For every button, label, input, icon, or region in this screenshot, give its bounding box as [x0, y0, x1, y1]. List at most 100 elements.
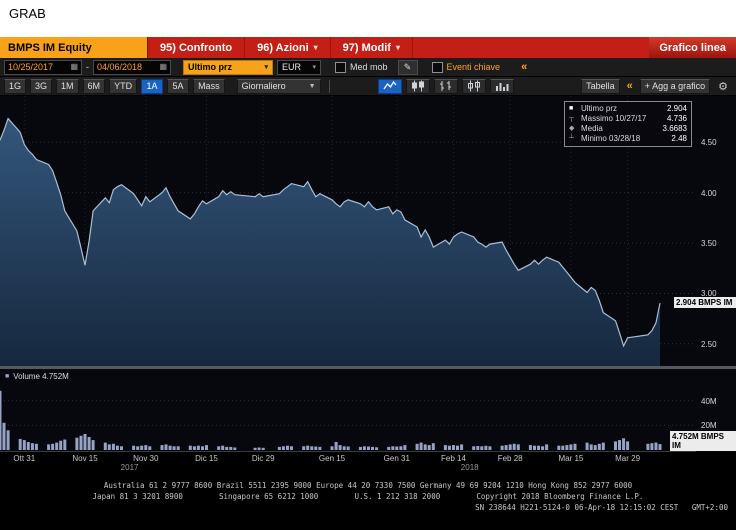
period-button-5a[interactable]: 5A — [167, 78, 190, 94]
hollow-candle-icon — [467, 80, 480, 92]
x-tick-label: Mar 29 — [615, 454, 641, 463]
x-tick-label: Dic 15 — [195, 454, 218, 463]
annotate-button[interactable]: ✎ — [397, 59, 418, 75]
period-button-3g[interactable]: 3G — [30, 78, 53, 94]
volume-chart-canvas[interactable] — [0, 369, 736, 452]
collapse-panel-button[interactable]: « — [521, 61, 528, 73]
volume-legend-label: Volume 4.752M — [13, 372, 69, 381]
menu-item-modif[interactable]: 97) Modif ▾ — [331, 37, 413, 58]
period-button-1m[interactable]: 1M — [56, 78, 79, 94]
period-button-ytd[interactable]: YTD — [109, 78, 138, 94]
add-to-chart-label: Agg a grafico — [652, 80, 706, 91]
date-to-field[interactable]: 04/06/2018 ▦ — [93, 59, 171, 75]
legend-value: 4.736 — [666, 114, 687, 123]
chevron-down-icon: ▾ — [313, 43, 318, 52]
series-marker-icon: ■ — [569, 105, 574, 112]
ohlc-bars-icon — [439, 81, 451, 91]
date-to-value: 04/06/2018 — [97, 62, 143, 72]
chevron-down-icon: ▾ — [395, 43, 400, 52]
x-year-label: 2017 — [120, 463, 139, 472]
price-tick-label: 3.00 — [701, 289, 717, 299]
legend-label: Media — [581, 124, 603, 133]
gear-icon[interactable]: ⚙ — [718, 80, 728, 93]
menu-item-label: 95) Confronto — [160, 41, 233, 54]
legend-row-high: ┬ Massimo 10/27/17 4.736 — [569, 114, 687, 124]
volume-panel[interactable]: ■ Volume 4.752M 40M 20M 4.752M BMPS IM — [0, 369, 736, 452]
x-tick-label: Gen 15 — [318, 454, 346, 463]
histogram-icon — [495, 83, 509, 91]
med-mob-checkbox[interactable] — [335, 61, 346, 73]
last-volume-tag: 4.752M BMPS IM — [670, 431, 736, 451]
security-ticker-box[interactable]: BMPS IM Equity — [0, 37, 148, 58]
menu-item-confronto[interactable]: 95) Confronto — [148, 37, 246, 58]
legend-value: 2.904 — [666, 104, 687, 113]
legend-label: Ultimo prz — [581, 104, 618, 113]
chevron-down-icon: ▾ — [264, 64, 268, 71]
date-from-value: 10/25/2017 — [8, 62, 54, 72]
collapse-toolbar-button[interactable]: « — [626, 80, 633, 92]
period-button-1g[interactable]: 1G — [4, 78, 27, 94]
date-from-field[interactable]: 10/25/2017 ▦ — [4, 59, 82, 75]
legend-value: 2.48 — [671, 134, 687, 143]
price-chart-panel[interactable]: 4.50 4.00 3.50 3.00 2.50 ■ Ultimo prz 2.904 … — [0, 96, 736, 366]
toolbar-periods: 1G 3G 1M 6M YTD 1A 5A Mass Giornaliero ▼ — [0, 77, 736, 96]
volume-legend: ■ Volume 4.752M — [5, 372, 69, 381]
security-ticker: BMPS IM Equity — [8, 41, 92, 54]
legend-row-low: ┴ Minimo 03/28/18 2.48 — [569, 134, 687, 144]
pencil-icon: ✎ — [403, 61, 412, 72]
eventi-chiave-checkbox[interactable] — [431, 61, 443, 73]
footer-line-3: SN 238644 H221-5124-0 06-Apr-18 12:15:02… — [475, 503, 728, 512]
volume-tick-label: 40M — [701, 396, 717, 406]
x-tick-label: Nov 15 — [72, 454, 98, 463]
x-year-label: 2018 — [460, 463, 479, 472]
price-tick-label: 4.50 — [701, 138, 717, 148]
period-button-1a-selected[interactable]: 1A — [141, 78, 164, 94]
price-field-value: Ultimo prz — [188, 62, 232, 72]
separator — [328, 79, 330, 93]
add-to-chart-button[interactable]: + Agg a grafico — [639, 78, 711, 94]
frequency-value: Giornaliero — [241, 80, 286, 91]
period-button-6m[interactable]: 6M — [82, 78, 106, 94]
candlestick-icon — [411, 80, 424, 92]
line-chart-icon — [383, 80, 397, 90]
legend-row-last: ■ Ultimo prz 2.904 — [569, 104, 687, 114]
period-button-mass[interactable]: Mass — [193, 78, 225, 94]
terminal-footer: Australia 61 2 9777 8600 Brazil 5511 239… — [0, 472, 736, 530]
chart-type-candle-button[interactable] — [405, 78, 430, 94]
x-axis: Ott 31 Nov 15 Nov 30 Dic 15 Dic 29 Gen 15 Gen … — [0, 452, 736, 472]
med-mob-label: Med mob — [350, 62, 388, 72]
chevron-down-icon: ▼ — [308, 82, 316, 90]
menu-item-label: 96) Azioni — [257, 41, 309, 54]
plus-icon: + — [644, 80, 651, 91]
legend-label: Minimo 03/28/18 — [581, 134, 641, 143]
chart-type-line-button[interactable] — [377, 78, 402, 94]
legend-value: 3.6683 — [662, 124, 687, 133]
x-tick-label: Nov 30 — [133, 454, 159, 463]
chevron-down-icon: ▾ — [312, 64, 316, 71]
eventi-chiave-label: Eventi chiave — [446, 62, 501, 72]
panel-divider[interactable] — [0, 366, 736, 369]
x-tick-label: Ott 31 — [13, 454, 36, 463]
chart-type-histogram-button[interactable] — [489, 78, 514, 94]
grab-bar: GRAB — [0, 0, 736, 37]
price-field-dropdown[interactable]: Ultimo prz ▾ — [183, 59, 273, 75]
price-tick-label: 4.00 — [701, 188, 717, 198]
x-tick-label: Feb 14 — [441, 454, 466, 463]
grab-label: GRAB — [9, 6, 46, 21]
date-range-separator: - — [86, 62, 89, 72]
menu-bar: BMPS IM Equity 95) Confronto 96) Azioni … — [0, 37, 736, 58]
footer-line-1: Australia 61 2 9777 8600 Brazil 5511 239… — [103, 481, 633, 490]
table-button[interactable]: Tabella — [581, 78, 620, 94]
footer-line-2: Japan 81 3 3201 8900 Singapore 65 6212 1… — [92, 492, 644, 501]
legend-row-mean: ◆ Media 3.6683 — [569, 124, 687, 134]
chart-type-hollow-candle-button[interactable] — [461, 78, 486, 94]
calendar-icon[interactable]: ▦ — [159, 62, 167, 71]
last-price-tag: 2.904 BMPS IM — [674, 297, 736, 309]
chart-type-ohlc-button[interactable] — [433, 78, 458, 94]
menu-item-azioni[interactable]: 96) Azioni ▾ — [245, 37, 331, 58]
frequency-dropdown[interactable]: Giornaliero ▼ — [236, 78, 321, 94]
legend-label: Massimo 10/27/17 — [581, 114, 647, 123]
chart-legend[interactable]: ■ Ultimo prz 2.904 ┬ Massimo 10/27/17 4.… — [564, 101, 692, 147]
calendar-icon[interactable]: ▦ — [70, 62, 78, 71]
currency-dropdown[interactable]: EUR ▾ — [277, 59, 321, 75]
